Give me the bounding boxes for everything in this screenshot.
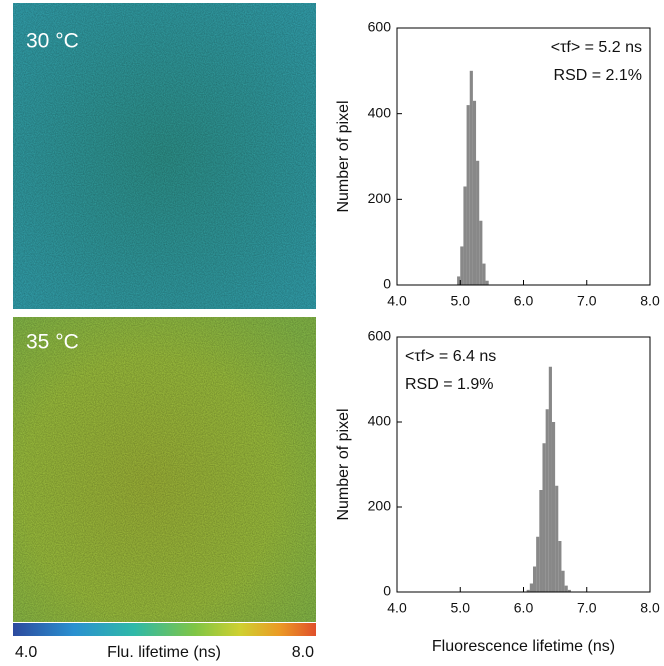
y-tick-label: 0: [383, 276, 391, 292]
x-tick-label: 7.0: [577, 293, 597, 309]
y-axis-label: Number of pixel: [335, 408, 352, 520]
x-tick-label: 8.0: [640, 600, 660, 616]
colorbar-tick-label: 8.0: [292, 644, 314, 661]
bar: [567, 589, 571, 592]
y-tick-label: 200: [368, 498, 392, 514]
x-tick-label: 7.0: [577, 600, 597, 616]
bar: [479, 220, 483, 285]
x-tick-label: 6.0: [514, 293, 534, 309]
colorbar: [13, 623, 316, 636]
x-tick-label: 5.0: [451, 293, 471, 309]
y-axis-label: Number of pixel: [335, 100, 352, 212]
bar: [561, 570, 565, 592]
bar: [466, 105, 470, 285]
y-tick-label: 200: [368, 190, 392, 206]
x-tick-label: 8.0: [640, 293, 660, 309]
bar: [482, 263, 486, 285]
annotation: <τf> = 6.4 ns: [405, 348, 496, 365]
x-tick-label: 5.0: [451, 600, 471, 616]
y-tick-label: 0: [383, 583, 391, 599]
x-tick-label: 6.0: [514, 600, 534, 616]
bar: [564, 585, 568, 592]
colorbar-tick-label: 4.0: [15, 644, 37, 661]
bar: [526, 589, 530, 592]
y-tick-label: 600: [368, 19, 392, 35]
bar: [476, 160, 480, 285]
bar: [539, 490, 543, 592]
bar: [529, 583, 533, 592]
bar: [542, 443, 546, 592]
bar: [551, 422, 556, 592]
bar: [532, 566, 537, 592]
image-noise: [13, 3, 316, 309]
bar: [536, 536, 540, 592]
bar: [558, 541, 562, 592]
bar: [555, 485, 559, 592]
image-noise: [13, 317, 316, 622]
bar: [545, 409, 549, 592]
x-axis-label: Fluorescence lifetime (ns): [432, 638, 615, 655]
annotation: RSD = 2.1%: [554, 67, 642, 84]
bar: [485, 280, 489, 285]
colorbar-title: Flu. lifetime (ns): [107, 644, 221, 661]
bar: [472, 100, 477, 285]
x-tick-label: 4.0: [387, 600, 407, 616]
y-tick-label: 400: [368, 413, 392, 429]
panel-label: 30 °C: [26, 30, 79, 53]
bar: [460, 246, 464, 285]
annotation: RSD = 1.9%: [405, 376, 493, 393]
panel-label: 35 °C: [26, 331, 79, 354]
annotation: <τf> = 5.2 ns: [551, 39, 642, 56]
bar: [469, 70, 473, 285]
bar: [463, 186, 467, 285]
bar: [548, 366, 552, 592]
y-tick-label: 400: [368, 104, 392, 120]
bar: [457, 276, 461, 285]
y-tick-label: 600: [368, 328, 392, 344]
x-tick-label: 4.0: [387, 293, 407, 309]
